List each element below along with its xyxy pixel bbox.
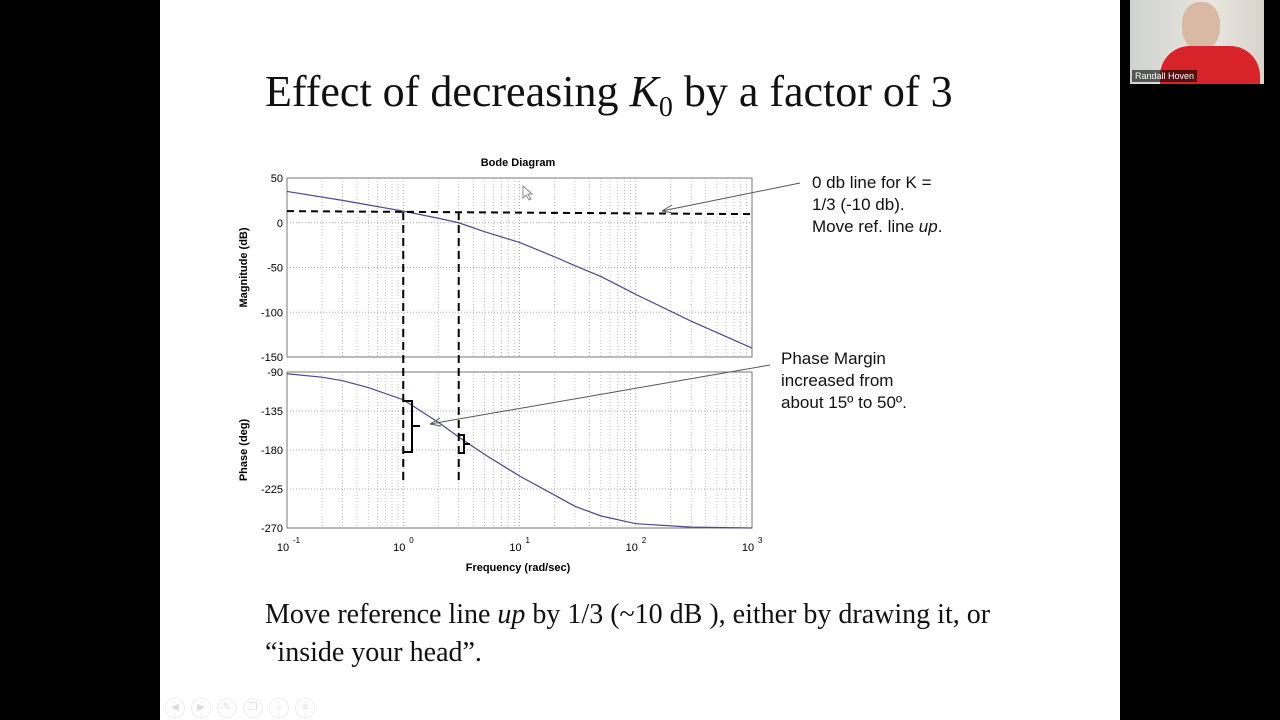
- x-tick-exponent: 0: [409, 536, 414, 545]
- phase-axis-label: Phase (deg): [238, 418, 250, 481]
- y-tick-label: -135: [261, 406, 283, 418]
- y-tick-label: -100: [261, 307, 283, 319]
- x-tick-exponent: -1: [293, 536, 301, 545]
- phase-margin-bracket-after: [458, 434, 470, 454]
- y-tick-label: -50: [267, 263, 283, 275]
- phase-margin-note: Phase Margin increased from about 15º to 5…: [781, 349, 907, 412]
- x-tick-label: 10: [626, 542, 638, 554]
- pen-icon[interactable]: ✎: [217, 698, 237, 718]
- y-tick-label: -150: [261, 352, 283, 364]
- slide-title: Effect of decreasing K0 by a factor of 3: [265, 67, 953, 123]
- y-tick-label: 0: [277, 218, 283, 230]
- play-icon[interactable]: ▶: [191, 698, 211, 718]
- mouse-cursor-icon: [522, 184, 534, 201]
- menu-icon[interactable]: ≡: [295, 698, 315, 718]
- y-tick-label: -270: [261, 523, 283, 535]
- x-tick-label: 10: [509, 542, 521, 554]
- previous-icon[interactable]: ◀: [165, 698, 185, 718]
- slide-controls: ◀ ▶ ✎ ❐ ⌕ ≡: [165, 698, 315, 718]
- slide: [160, 0, 1120, 720]
- x-tick-label: 10: [277, 542, 289, 554]
- magnitude-curve: [286, 190, 753, 349]
- x-tick-exponent: 1: [526, 536, 531, 545]
- video-thumbnail[interactable]: Randall Hoven: [1130, 0, 1264, 84]
- phase-curve: [286, 373, 753, 529]
- x-axis-label: Frequency (rad/sec): [466, 562, 571, 574]
- reference-line-note: 0 db line for K = 1/3 (-10 db). Move ref.…: [812, 173, 943, 236]
- reference-line: [286, 210, 753, 216]
- participant-name: Randall Hoven: [1132, 70, 1198, 82]
- copy-icon[interactable]: ❐: [243, 698, 263, 718]
- x-tick-exponent: 3: [758, 536, 763, 545]
- slide-body-text: Move reference line up by 1/3 (~10 dB ),…: [265, 599, 991, 668]
- y-tick-label: -180: [261, 445, 283, 457]
- y-tick-label: 50: [271, 173, 283, 185]
- phase-margin-arrow: [429, 364, 771, 427]
- reference-note-arrow: [661, 182, 801, 214]
- x-tick-exponent: 2: [642, 536, 647, 545]
- participant-face: [1182, 2, 1220, 50]
- zoom-icon[interactable]: ⌕: [269, 698, 289, 718]
- x-tick-label: 10: [742, 542, 754, 554]
- y-tick-label: -225: [261, 484, 283, 496]
- x-tick-label: 10: [393, 542, 405, 554]
- phase-margin-bracket-before: [404, 400, 420, 453]
- magnitude-axis-label: Magnitude (dB): [238, 227, 250, 307]
- chart-title: Bode Diagram: [481, 157, 556, 169]
- y-tick-label: -90: [267, 367, 283, 379]
